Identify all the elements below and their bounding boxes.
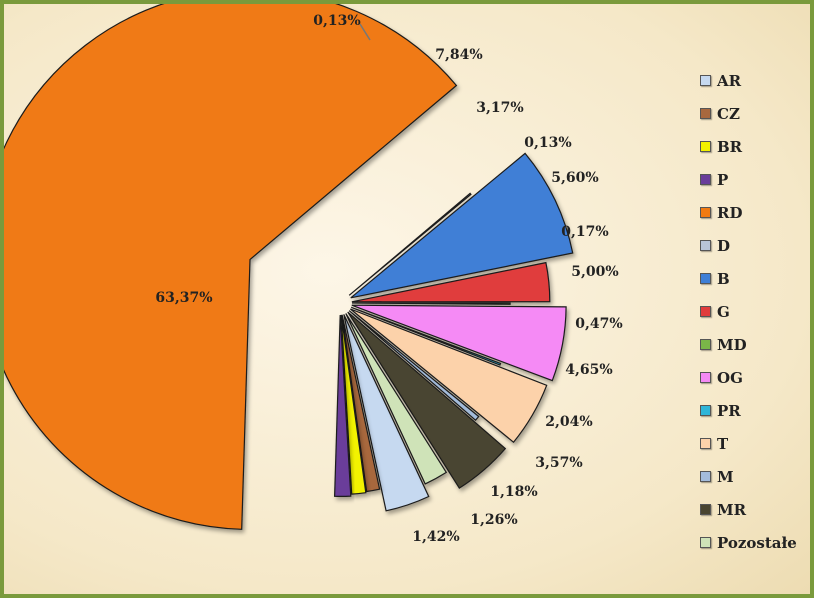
data-label-cz: 1,18% — [490, 484, 537, 500]
legend-label: RD — [717, 203, 743, 222]
legend-label: M — [717, 467, 734, 486]
legend-swatch — [700, 108, 711, 119]
pie-slice-b — [350, 152, 574, 299]
pie-slice-pozostałe — [345, 313, 448, 485]
legend-label: PR — [717, 401, 741, 420]
legend-swatch — [700, 471, 711, 482]
data-label-br: 1,26% — [470, 512, 517, 528]
legend-item-b: B — [700, 262, 810, 295]
legend-item-cz: CZ — [700, 97, 810, 130]
legend-item-m: M — [700, 460, 810, 493]
legend-item-g: G — [700, 295, 810, 328]
legend-swatch — [700, 537, 711, 548]
pie-slice-ar — [343, 314, 430, 512]
legend-swatch — [700, 273, 711, 284]
legend-label: OG — [717, 368, 743, 387]
legend-swatch — [700, 339, 711, 350]
pie-slice-br — [340, 314, 367, 495]
legend-item-p: P — [700, 163, 810, 196]
data-label-t: 5,00% — [571, 264, 618, 280]
pie-slice-mr — [347, 311, 507, 489]
pie-slice-pr — [350, 306, 502, 366]
pie-slice-t — [350, 308, 548, 444]
legend-swatch — [700, 207, 711, 218]
pie-slice-m — [348, 310, 480, 422]
legend: AR CZ BR P RD D B G MD OG PR T M MR Pozostałe — [700, 64, 810, 559]
legend-swatch — [700, 174, 711, 185]
legend-item-ar: AR — [700, 64, 810, 97]
data-label-p: 1,42% — [412, 529, 459, 545]
legend-label: BR — [717, 137, 743, 156]
pie-slice-p — [333, 314, 352, 497]
legend-label: AR — [717, 71, 742, 90]
legend-item-mr: MR — [700, 493, 810, 526]
legend-label: B — [717, 269, 730, 288]
legend-swatch — [700, 438, 711, 449]
legend-swatch — [700, 240, 711, 251]
legend-swatch — [700, 141, 711, 152]
legend-label: CZ — [717, 104, 740, 123]
pie-slice-g — [351, 261, 551, 303]
legend-label: Pozostałe — [717, 533, 797, 552]
legend-item-md: MD — [700, 328, 810, 361]
legend-label: P — [717, 170, 729, 189]
legend-label: T — [717, 434, 729, 453]
pie-slice-cz — [341, 314, 381, 493]
data-label-mr: 4,65% — [565, 362, 612, 378]
data-label-og: 5,60% — [551, 170, 598, 186]
legend-label: G — [717, 302, 730, 321]
legend-item-d: D — [700, 229, 810, 262]
data-label-m: 0,47% — [575, 316, 622, 332]
legend-item-pozostałe: Pozostałe — [700, 526, 810, 559]
legend-label: MD — [717, 335, 747, 354]
pie-chart: 3,57% 1,18% 1,26% 1,42% 63,37% 0,13% 7,84% 3,17… — [4, 4, 623, 545]
pie-slice-og — [351, 304, 567, 382]
pie-slice-d — [348, 192, 472, 296]
legend-item-br: BR — [700, 130, 810, 163]
data-label-pr: 0,17% — [561, 224, 608, 240]
legend-item-rd: RD — [700, 196, 810, 229]
pie-slice-rd — [4, 4, 458, 530]
legend-swatch — [700, 306, 711, 317]
data-label-rd: 63,37% — [155, 290, 212, 306]
legend-item-t: T — [700, 427, 810, 460]
pie-slice-md — [351, 302, 511, 305]
data-label-md: 0,13% — [524, 135, 571, 151]
legend-item-pr: PR — [700, 394, 810, 427]
legend-swatch — [700, 405, 711, 416]
leader-arrow — [359, 23, 371, 41]
legend-swatch — [700, 75, 711, 86]
legend-label: MR — [717, 500, 747, 519]
data-label-b: 7,84% — [435, 47, 482, 63]
data-label-pozostałe: 2,04% — [545, 414, 592, 430]
legend-swatch — [700, 504, 711, 515]
legend-label: D — [717, 236, 731, 255]
data-label-ar: 3,57% — [535, 455, 582, 471]
legend-item-og: OG — [700, 361, 810, 394]
legend-swatch — [700, 372, 711, 383]
data-label-g: 3,17% — [476, 100, 523, 116]
data-label-d: 0,13% — [313, 13, 360, 29]
